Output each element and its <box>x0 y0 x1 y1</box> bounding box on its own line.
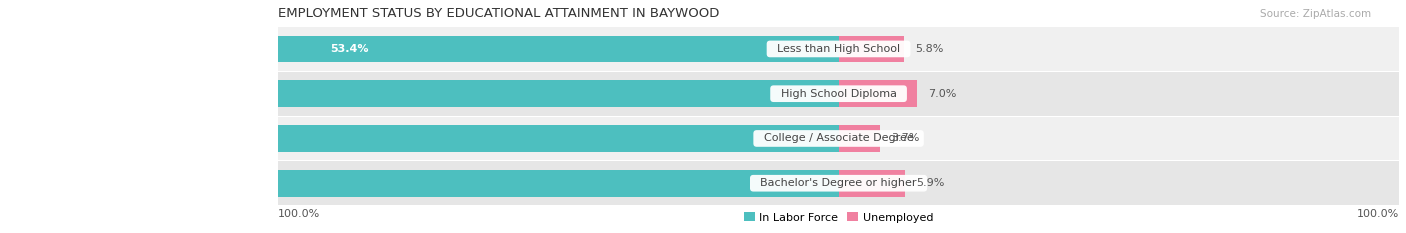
Legend: In Labor Force, Unemployed: In Labor Force, Unemployed <box>740 208 938 227</box>
Bar <box>278 161 1399 205</box>
Text: Less than High School: Less than High School <box>770 44 907 54</box>
Text: 100.0%: 100.0% <box>1357 209 1399 219</box>
Text: 82.5%: 82.5% <box>52 178 91 188</box>
Text: High School Diploma: High School Diploma <box>773 89 904 99</box>
Bar <box>838 35 904 62</box>
Text: 100.0%: 100.0% <box>278 209 321 219</box>
Text: 53.4%: 53.4% <box>330 44 368 54</box>
Bar <box>838 170 904 197</box>
Bar <box>0 80 838 107</box>
Text: 3.7%: 3.7% <box>891 134 920 144</box>
Bar <box>278 27 1399 71</box>
Bar <box>240 35 838 62</box>
Text: 7.0%: 7.0% <box>928 89 956 99</box>
Text: 81.9%: 81.9% <box>58 89 97 99</box>
Text: 88.1%: 88.1% <box>0 134 38 144</box>
Bar <box>278 116 1399 160</box>
Bar <box>838 80 917 107</box>
Bar <box>0 125 838 152</box>
Text: Bachelor's Degree or higher: Bachelor's Degree or higher <box>754 178 924 188</box>
Text: College / Associate Degree: College / Associate Degree <box>756 134 921 144</box>
Text: 5.8%: 5.8% <box>915 44 943 54</box>
Bar <box>838 125 880 152</box>
Bar <box>278 72 1399 116</box>
Text: EMPLOYMENT STATUS BY EDUCATIONAL ATTAINMENT IN BAYWOOD: EMPLOYMENT STATUS BY EDUCATIONAL ATTAINM… <box>278 7 720 20</box>
Text: Source: ZipAtlas.com: Source: ZipAtlas.com <box>1260 9 1371 19</box>
Bar <box>0 170 838 197</box>
Text: 5.9%: 5.9% <box>915 178 945 188</box>
